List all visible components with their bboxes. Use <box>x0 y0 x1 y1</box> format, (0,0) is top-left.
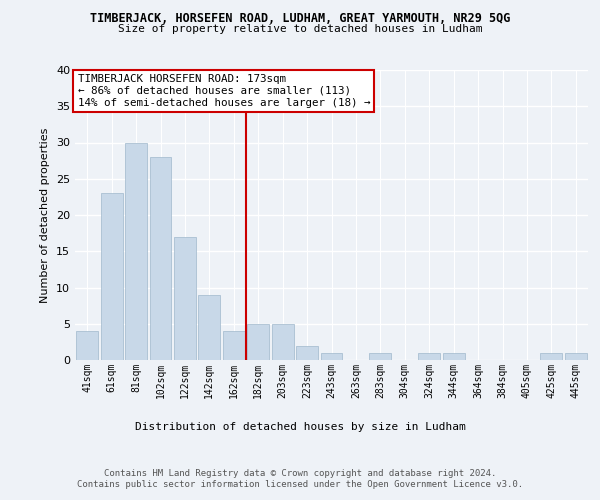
Y-axis label: Number of detached properties: Number of detached properties <box>40 128 50 302</box>
Bar <box>320 353 343 360</box>
Bar <box>418 353 440 360</box>
Bar <box>247 324 269 360</box>
Text: TIMBERJACK HORSEFEN ROAD: 173sqm
← 86% of detached houses are smaller (113)
14% : TIMBERJACK HORSEFEN ROAD: 173sqm ← 86% o… <box>77 74 370 108</box>
Bar <box>272 324 293 360</box>
Bar <box>541 353 562 360</box>
Text: Contains HM Land Registry data © Crown copyright and database right 2024.: Contains HM Land Registry data © Crown c… <box>104 469 496 478</box>
Bar <box>125 142 147 360</box>
Bar <box>223 331 245 360</box>
Text: TIMBERJACK, HORSEFEN ROAD, LUDHAM, GREAT YARMOUTH, NR29 5QG: TIMBERJACK, HORSEFEN ROAD, LUDHAM, GREAT… <box>90 12 510 26</box>
Text: Distribution of detached houses by size in Ludham: Distribution of detached houses by size … <box>134 422 466 432</box>
Bar <box>101 193 122 360</box>
Bar <box>199 294 220 360</box>
Bar <box>149 157 172 360</box>
Bar <box>565 353 587 360</box>
Text: Size of property relative to detached houses in Ludham: Size of property relative to detached ho… <box>118 24 482 34</box>
Bar <box>76 331 98 360</box>
Bar <box>296 346 318 360</box>
Bar <box>174 237 196 360</box>
Text: Contains public sector information licensed under the Open Government Licence v3: Contains public sector information licen… <box>77 480 523 489</box>
Bar <box>443 353 464 360</box>
Bar <box>370 353 391 360</box>
